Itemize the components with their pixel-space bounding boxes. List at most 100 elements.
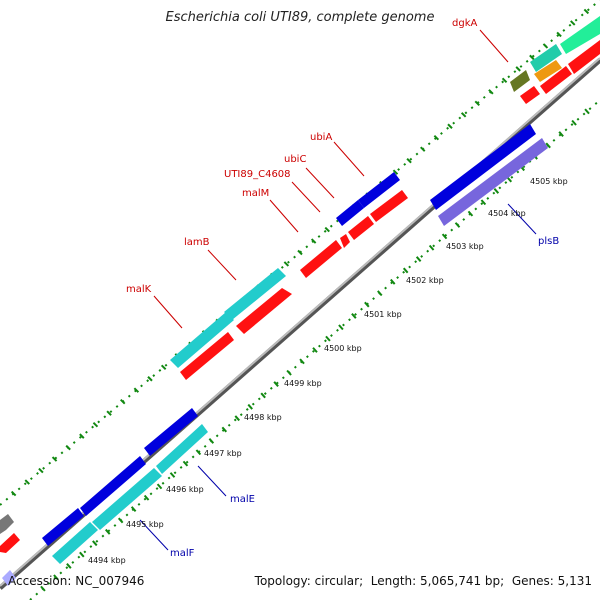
tick-mark-outer (392, 169, 399, 175)
gene-red-left[interactable] (0, 533, 20, 553)
tick-label-4505: 4505 kbp (530, 177, 568, 186)
tick-label-4504: 4504 kbp (488, 209, 526, 218)
gene-cyan-3[interactable] (156, 424, 208, 474)
gene-label-UTI89_C4608[interactable]: UTI89_C4608 (224, 169, 291, 180)
tick-mark (364, 301, 370, 308)
gene-cyan-malF[interactable] (52, 522, 98, 564)
tick-mark-outer (542, 43, 549, 49)
gene-green-1[interactable] (530, 44, 562, 72)
tick-mark (480, 199, 487, 206)
gene-blue-3[interactable] (144, 408, 198, 456)
gene-label-ubiC[interactable]: ubiC (284, 154, 306, 165)
topology-label: Topology: (254, 574, 311, 588)
tick-mark (104, 528, 111, 535)
length-value: 5,065,741 bp (420, 574, 501, 588)
tick-mark (130, 506, 137, 513)
gene-red-ubiA[interactable] (370, 190, 408, 222)
tick-mark-outer (147, 376, 153, 382)
tick-mark-outer (447, 123, 453, 129)
genome-stats: Topology: circular; Length: 5,065,741 bp… (254, 574, 592, 588)
tick-mark-outer (106, 410, 112, 416)
gene-blue-plsB[interactable] (430, 124, 536, 210)
genes-value: 5,131 (557, 574, 592, 588)
tick-mark (325, 335, 331, 342)
gene-red-malM[interactable] (300, 240, 342, 278)
tick-mark (79, 551, 85, 558)
gene-grey-left[interactable] (0, 514, 14, 534)
tick-mark-outer (420, 146, 426, 152)
tick-label-4499: 4499 kbp (284, 379, 322, 388)
tick-mark-outer (160, 364, 167, 370)
gene-label-dgkA[interactable]: dgkA (452, 18, 477, 29)
tick-mark-outer (583, 8, 590, 15)
tick-label-4494: 4494 kbp (88, 556, 126, 565)
tick-mark (260, 392, 266, 399)
tick-label-4496: 4496 kbp (166, 485, 204, 494)
tick-mark (92, 540, 98, 547)
tick-label-4497: 4497 kbp (204, 449, 242, 458)
gene-label-malE[interactable]: malE (230, 494, 255, 505)
tick-mark (351, 312, 357, 319)
gene-orange-1[interactable] (534, 60, 562, 82)
gene-olive-dgkA[interactable] (510, 70, 530, 92)
gene-label-plsB[interactable]: plsB (538, 236, 559, 247)
gene-cyan-lamB[interactable] (224, 268, 286, 320)
tick-mark (389, 278, 396, 285)
gene-red-UTI89_C4608[interactable] (340, 234, 350, 248)
tick-mark (143, 494, 150, 501)
tick-mark-outer (24, 479, 30, 485)
tick-mark-outer (65, 444, 71, 451)
gene-blue-2[interactable] (80, 456, 146, 516)
tick-mark (182, 460, 189, 467)
gene-red-2[interactable] (540, 66, 572, 94)
tick-mark-outer (133, 387, 140, 393)
tick-mark (506, 176, 513, 183)
gene-red-lamB[interactable] (236, 288, 292, 334)
tick-mark (377, 290, 383, 297)
tick-mark (402, 267, 409, 274)
gene-red-3[interactable] (568, 40, 600, 74)
tick-mark-outer (297, 249, 303, 256)
gene-blue-ubiA[interactable] (358, 172, 400, 208)
gene-green-2[interactable] (560, 16, 600, 54)
gene-cyan-malE[interactable] (92, 468, 162, 530)
gene-label-ubiA[interactable]: ubiA (310, 132, 332, 143)
tick-mark (493, 187, 500, 194)
gene-label-malK[interactable]: malK (126, 284, 152, 295)
tick-mark (208, 437, 215, 444)
tick-mark (117, 517, 124, 524)
gene-label-malM[interactable]: malM (242, 188, 269, 199)
gene-label-lamB[interactable]: lamB (184, 237, 210, 248)
tick-mark (441, 233, 448, 240)
tick-label-4500: 4500 kbp (324, 344, 362, 353)
tick-mark (53, 574, 59, 581)
tick-label-layer: 4494 kbp 4495 kbp 4496 kbp 4497 kbp 4498… (88, 177, 568, 565)
tick-mark (584, 108, 590, 115)
gene-blue-ubiC[interactable] (336, 200, 364, 226)
gene-cyan-malK[interactable] (170, 312, 234, 368)
tick-mark (273, 381, 279, 388)
tick-mark-outer (406, 157, 412, 164)
gene-purple-plsB[interactable] (438, 138, 548, 226)
map-title: Escherichia coli UTI89, complete genome (165, 10, 435, 25)
tick-mark-outer (79, 433, 85, 439)
gene-lightblue-left[interactable] (2, 570, 16, 586)
gene-label-malF[interactable]: malF (170, 548, 195, 559)
tick-mark (221, 426, 228, 433)
tick-label-4501: 4501 kbp (364, 310, 402, 319)
gene-red-dgkA[interactable] (520, 86, 540, 104)
tick-mark (545, 142, 551, 149)
tick-mark (312, 347, 318, 353)
tick-mark (195, 449, 202, 456)
gene-blue-1[interactable] (42, 508, 84, 546)
gene-features (0, 16, 600, 586)
tick-mark (571, 119, 577, 126)
tick-mark-outer (51, 456, 58, 462)
tick-mark (299, 358, 305, 365)
gene-red-ubiC[interactable] (348, 216, 374, 240)
gene-red-malK[interactable] (180, 332, 234, 380)
tick-label-4503: 4503 kbp (446, 242, 484, 251)
tick-mark-outer (433, 135, 440, 141)
tick-mark-outer (474, 100, 480, 107)
tick-mark-outer (92, 421, 99, 428)
